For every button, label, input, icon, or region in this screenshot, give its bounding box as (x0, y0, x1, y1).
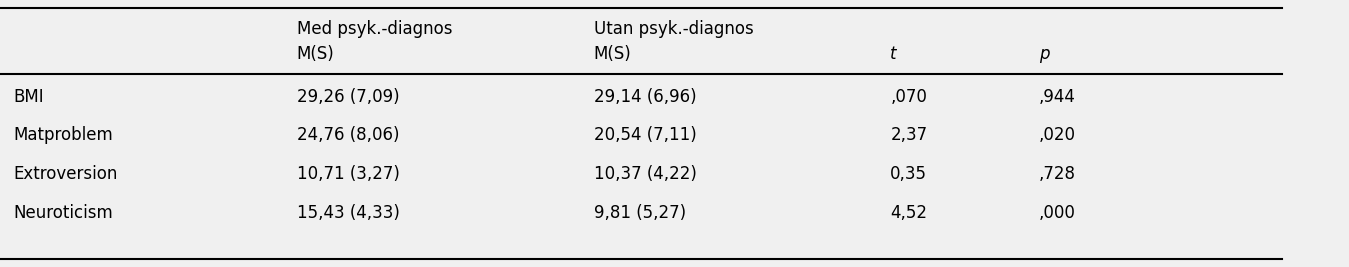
Text: 10,37 (4,22): 10,37 (4,22) (594, 165, 696, 183)
Text: M(S): M(S) (594, 45, 631, 63)
Text: M(S): M(S) (297, 45, 335, 63)
Text: 24,76 (8,06): 24,76 (8,06) (297, 127, 399, 144)
Text: 29,26 (7,09): 29,26 (7,09) (297, 88, 399, 106)
Text: 2,37: 2,37 (890, 127, 928, 144)
Text: ,070: ,070 (890, 88, 927, 106)
Text: ,944: ,944 (1039, 88, 1075, 106)
Text: Med psyk.-diagnos: Med psyk.-diagnos (297, 20, 452, 38)
Text: Utan psyk.-diagnos: Utan psyk.-diagnos (594, 20, 753, 38)
Text: ,000: ,000 (1039, 204, 1075, 222)
Text: p: p (1039, 45, 1050, 63)
Text: Extroversion: Extroversion (13, 165, 117, 183)
Text: Neuroticism: Neuroticism (13, 204, 113, 222)
Text: 15,43 (4,33): 15,43 (4,33) (297, 204, 399, 222)
Text: 9,81 (5,27): 9,81 (5,27) (594, 204, 685, 222)
Text: Matproblem: Matproblem (13, 127, 113, 144)
Text: 10,71 (3,27): 10,71 (3,27) (297, 165, 399, 183)
Text: t: t (890, 45, 897, 63)
Text: 4,52: 4,52 (890, 204, 927, 222)
Text: ,020: ,020 (1039, 127, 1075, 144)
Text: 0,35: 0,35 (890, 165, 927, 183)
Text: 29,14 (6,96): 29,14 (6,96) (594, 88, 696, 106)
Text: BMI: BMI (13, 88, 45, 106)
Text: ,728: ,728 (1039, 165, 1075, 183)
Text: 20,54 (7,11): 20,54 (7,11) (594, 127, 696, 144)
